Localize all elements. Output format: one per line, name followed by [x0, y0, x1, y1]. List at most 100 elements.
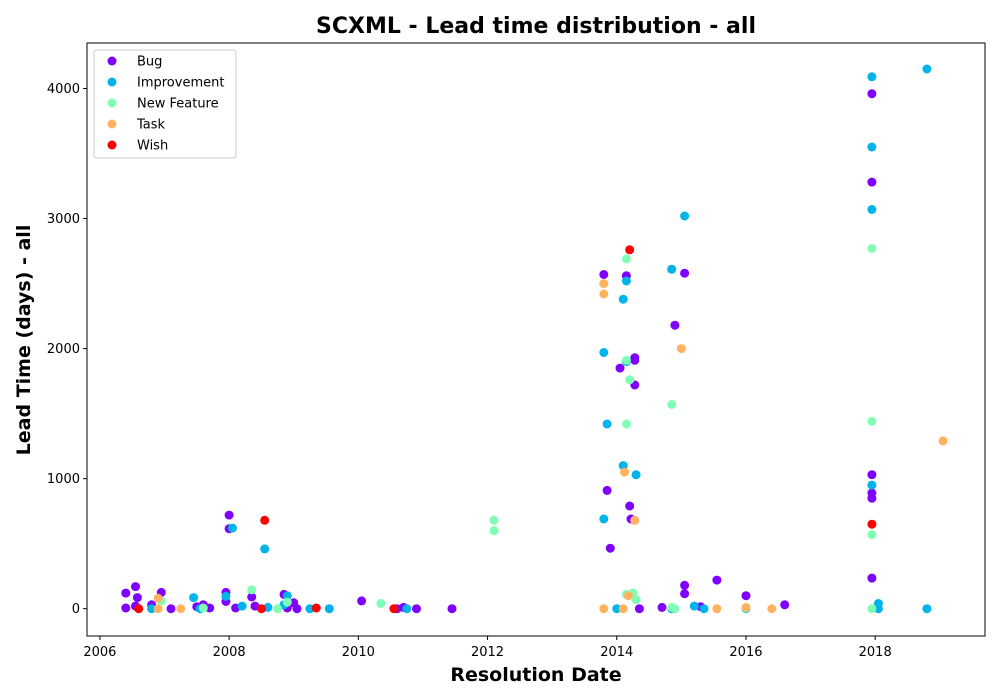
- data-point: [618, 294, 628, 304]
- data-point: [667, 264, 677, 274]
- data-point: [680, 211, 690, 221]
- data-point: [189, 593, 199, 603]
- data-point: [670, 320, 680, 330]
- data-point: [867, 177, 877, 187]
- data-point: [867, 519, 877, 529]
- data-point: [292, 604, 302, 614]
- data-point: [612, 604, 622, 614]
- data-point: [198, 603, 208, 613]
- x-tick-label: 2006: [83, 645, 116, 660]
- plot-frame: [86, 42, 986, 637]
- data-point: [631, 470, 641, 480]
- data-point: [867, 72, 877, 82]
- y-tick-label: 0: [72, 602, 80, 617]
- data-point: [260, 515, 270, 525]
- data-point: [680, 589, 690, 599]
- data-point: [247, 585, 257, 595]
- x-tick-label: 2010: [342, 645, 375, 660]
- data-point: [153, 604, 163, 614]
- data-point: [767, 604, 777, 614]
- data-point: [599, 270, 609, 279]
- data-point: [599, 348, 609, 357]
- data-point: [147, 604, 157, 614]
- data-point: [620, 467, 629, 477]
- y-tick-label: 1000: [47, 472, 80, 487]
- data-point: [670, 604, 680, 614]
- data-point: [621, 254, 631, 264]
- legend-box: [93, 49, 237, 159]
- data-point: [630, 515, 640, 525]
- data-point: [630, 355, 640, 365]
- data-point: [621, 276, 631, 286]
- data-point: [237, 601, 247, 611]
- data-point: [780, 600, 790, 610]
- data-point: [176, 604, 186, 614]
- data-point: [867, 530, 877, 540]
- legend-marker: [107, 56, 117, 66]
- data-point: [357, 596, 367, 606]
- data-point: [867, 493, 877, 503]
- data-point: [489, 526, 499, 536]
- data-point: [227, 523, 237, 533]
- data-point: [625, 245, 635, 255]
- legend: Bug Improvement New Feature Task Wish: [93, 49, 237, 159]
- data-point: [166, 604, 176, 614]
- data-point: [867, 416, 877, 426]
- data-point: [676, 344, 686, 354]
- data-point: [205, 603, 215, 613]
- data-point: [324, 604, 334, 614]
- data-point: [867, 573, 877, 583]
- data-point: [712, 575, 722, 585]
- y-axis-label: Lead Time (days) - all: [13, 225, 35, 456]
- legend-marker: [107, 77, 117, 87]
- series-wish: [134, 245, 877, 614]
- data-point: [634, 604, 644, 614]
- data-point: [625, 375, 635, 385]
- data-point: [602, 419, 612, 429]
- data-point: [621, 355, 631, 365]
- y-tick-label: 2000: [47, 342, 80, 357]
- data-point: [221, 591, 231, 601]
- data-point: [867, 244, 877, 253]
- data-point: [741, 591, 751, 601]
- legend-label: Wish: [137, 139, 168, 154]
- data-point: [631, 595, 641, 605]
- data-point: [867, 470, 877, 480]
- y-tick-label: 3000: [47, 212, 80, 227]
- data-point: [625, 501, 635, 511]
- data-point: [489, 515, 499, 525]
- data-point: [132, 593, 142, 603]
- data-point: [273, 604, 283, 614]
- data-point: [712, 604, 722, 614]
- data-point: [376, 599, 386, 608]
- data-point: [667, 400, 677, 409]
- data-point: [657, 602, 667, 612]
- data-point: [867, 89, 877, 99]
- data-point: [680, 580, 690, 590]
- data-point: [689, 601, 699, 611]
- data-point: [922, 64, 932, 74]
- data-point: [867, 142, 877, 152]
- data-point: [412, 604, 421, 614]
- data-point: [153, 593, 163, 603]
- data-point: [867, 604, 877, 614]
- legend-label: Bug: [137, 55, 162, 70]
- data-point: [402, 604, 412, 614]
- data-point: [447, 604, 457, 614]
- data-point: [599, 289, 609, 299]
- legend-marker: [107, 98, 117, 108]
- legend-marker: [107, 140, 117, 150]
- data-point: [134, 604, 144, 614]
- data-point: [602, 485, 612, 495]
- data-point: [741, 602, 751, 612]
- data-point: [256, 604, 266, 614]
- data-point: [121, 588, 131, 598]
- series-task: [153, 279, 948, 614]
- legend-label: New Feature: [137, 97, 219, 112]
- x-tick-label: 2014: [600, 645, 633, 660]
- data-point: [621, 419, 631, 429]
- plot-area: [121, 64, 948, 614]
- data-point: [623, 591, 633, 601]
- data-point: [699, 604, 709, 614]
